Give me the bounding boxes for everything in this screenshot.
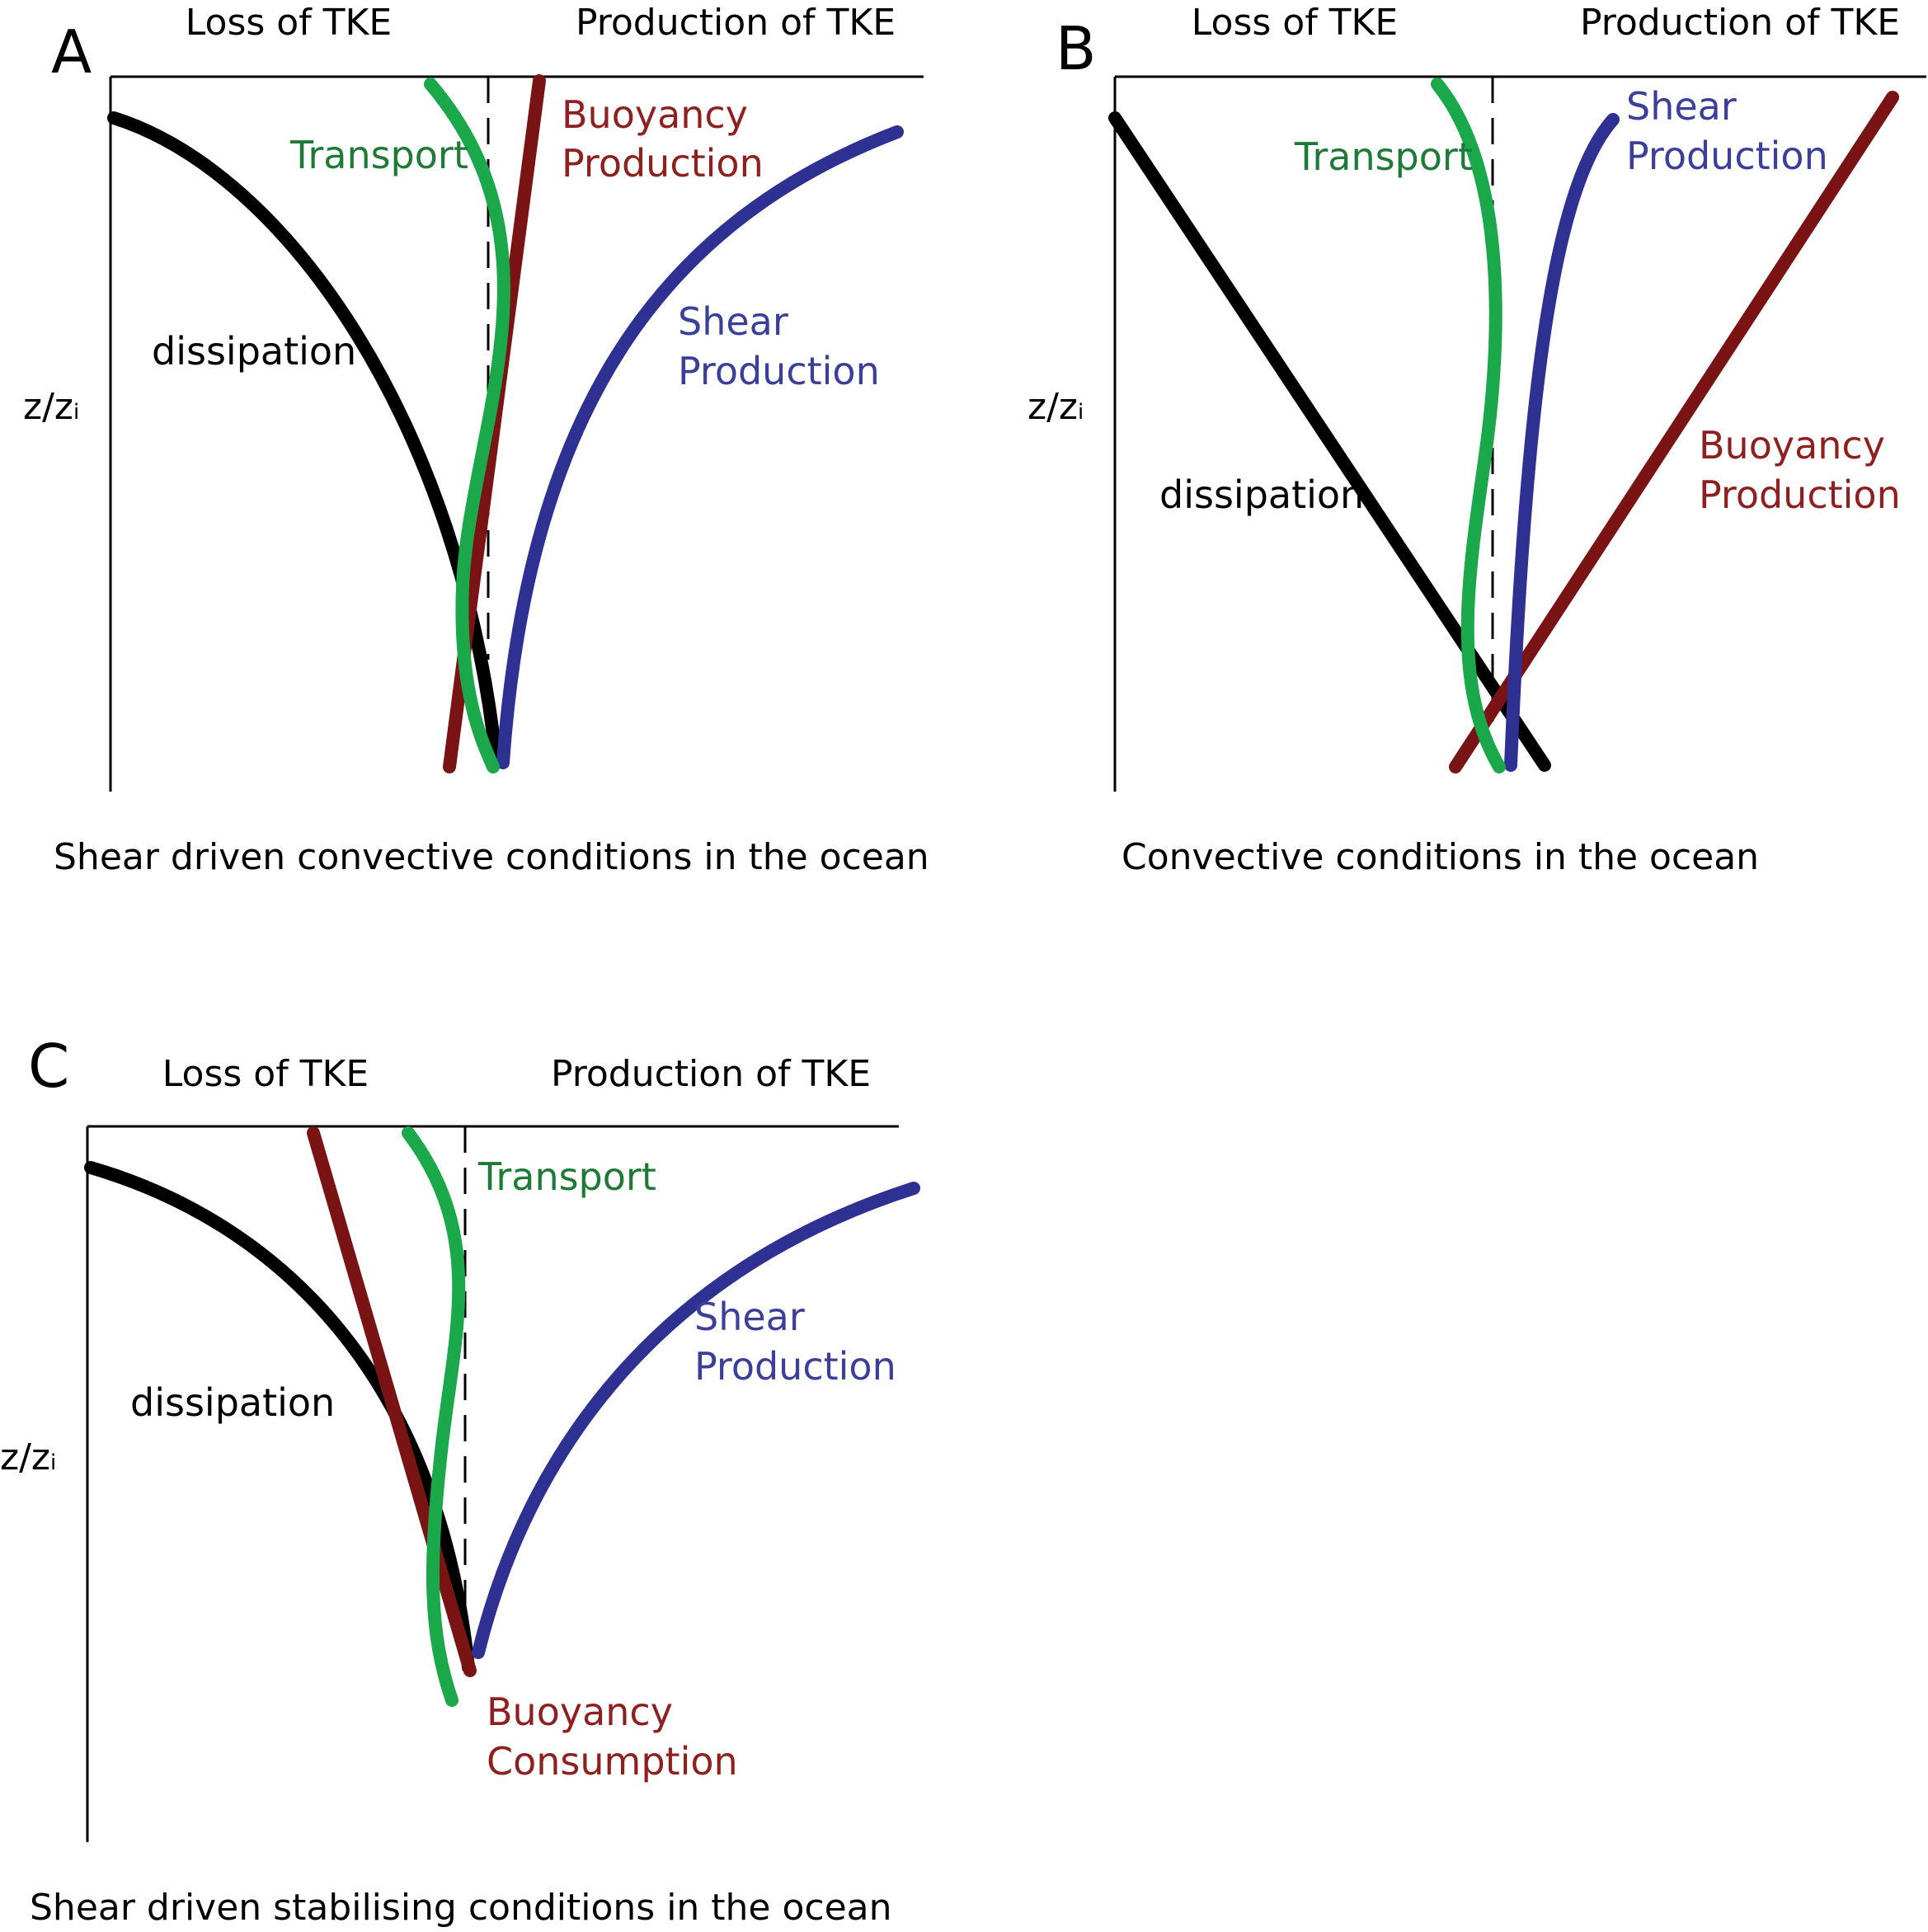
panel-b-transport-curve xyxy=(1431,78,1506,773)
panel-b-dissipation-curve xyxy=(1108,111,1551,772)
panel-b: B Loss of TKE Production of TKE z/zi dis… xyxy=(1027,2,1926,878)
panel-c-label-shear-1: Shear xyxy=(694,1295,805,1339)
panel-b-header-loss: Loss of TKE xyxy=(1192,2,1398,44)
panel-a-y-axis-label: z/zi xyxy=(23,386,79,428)
panel-a-label-transport: Transport xyxy=(289,133,468,177)
panel-b-label-buoyancy-2: Production xyxy=(1699,472,1901,517)
panel-b-buoyancy-curve xyxy=(1449,91,1899,773)
panel-c-label-transport: Transport xyxy=(477,1154,656,1199)
panel-b-caption: Convective conditions in the ocean xyxy=(1122,836,1759,878)
panel-b-label-shear-2: Production xyxy=(1626,134,1828,178)
panel-c-dissipation-curve xyxy=(84,1161,475,1674)
panel-a-label-buoyancy-2: Production xyxy=(562,141,764,186)
panel-b-label-transport: Transport xyxy=(1294,134,1473,179)
panel-c-header-loss: Loss of TKE xyxy=(162,1053,369,1095)
panel-b-label-shear-1: Shear xyxy=(1626,84,1737,129)
panel-a-header-production: Production of TKE xyxy=(576,2,896,44)
panel-a-dissipation-curve xyxy=(107,111,503,769)
panel-b-header-production: Production of TKE xyxy=(1580,2,1900,44)
panel-b-label-buoyancy-1: Buoyancy xyxy=(1699,423,1885,468)
panel-c-buoyancy-curve xyxy=(307,1126,477,1677)
panel-c-transport-curve xyxy=(402,1126,466,1707)
panel-c-shear-curve xyxy=(472,1182,920,1659)
panel-a-transport-curve xyxy=(424,78,510,773)
panel-c-y-axis-label: z/zi xyxy=(0,1436,56,1478)
panel-c-header-production: Production of TKE xyxy=(551,1053,871,1095)
panel-c: C Loss of TKE Production of TKE z/zi dis… xyxy=(0,1032,920,1929)
panel-a-label-dissipation: dissipation xyxy=(152,329,356,374)
panel-c-letter: C xyxy=(28,1032,69,1101)
panel-c-label-buoyancy-1: Buoyancy xyxy=(487,1690,673,1734)
panel-a: A Loss of TKE Production of TKE z/zi dis… xyxy=(23,2,929,878)
panel-c-label-buoyancy-2: Consumption xyxy=(487,1739,738,1784)
panel-b-y-axis-label: z/zi xyxy=(1027,386,1084,428)
panel-c-label-dissipation: dissipation xyxy=(130,1380,335,1425)
panel-a-label-shear-1: Shear xyxy=(678,299,788,344)
panel-c-label-shear-2: Production xyxy=(694,1344,896,1389)
panel-b-label-dissipation: dissipation xyxy=(1159,472,1364,517)
panel-b-letter: B xyxy=(1056,14,1096,83)
panel-a-caption: Shear driven convective conditions in th… xyxy=(54,836,929,878)
panel-b-shear-curve xyxy=(1504,113,1620,772)
panel-a-label-buoyancy-1: Buoyancy xyxy=(562,92,748,137)
panel-a-label-shear-2: Production xyxy=(678,349,880,393)
panel-c-caption: Shear driven stabilising conditions in t… xyxy=(30,1887,892,1929)
panel-a-shear-curve xyxy=(496,125,904,769)
panel-a-letter: A xyxy=(51,17,92,87)
panel-a-header-loss: Loss of TKE xyxy=(186,2,392,44)
